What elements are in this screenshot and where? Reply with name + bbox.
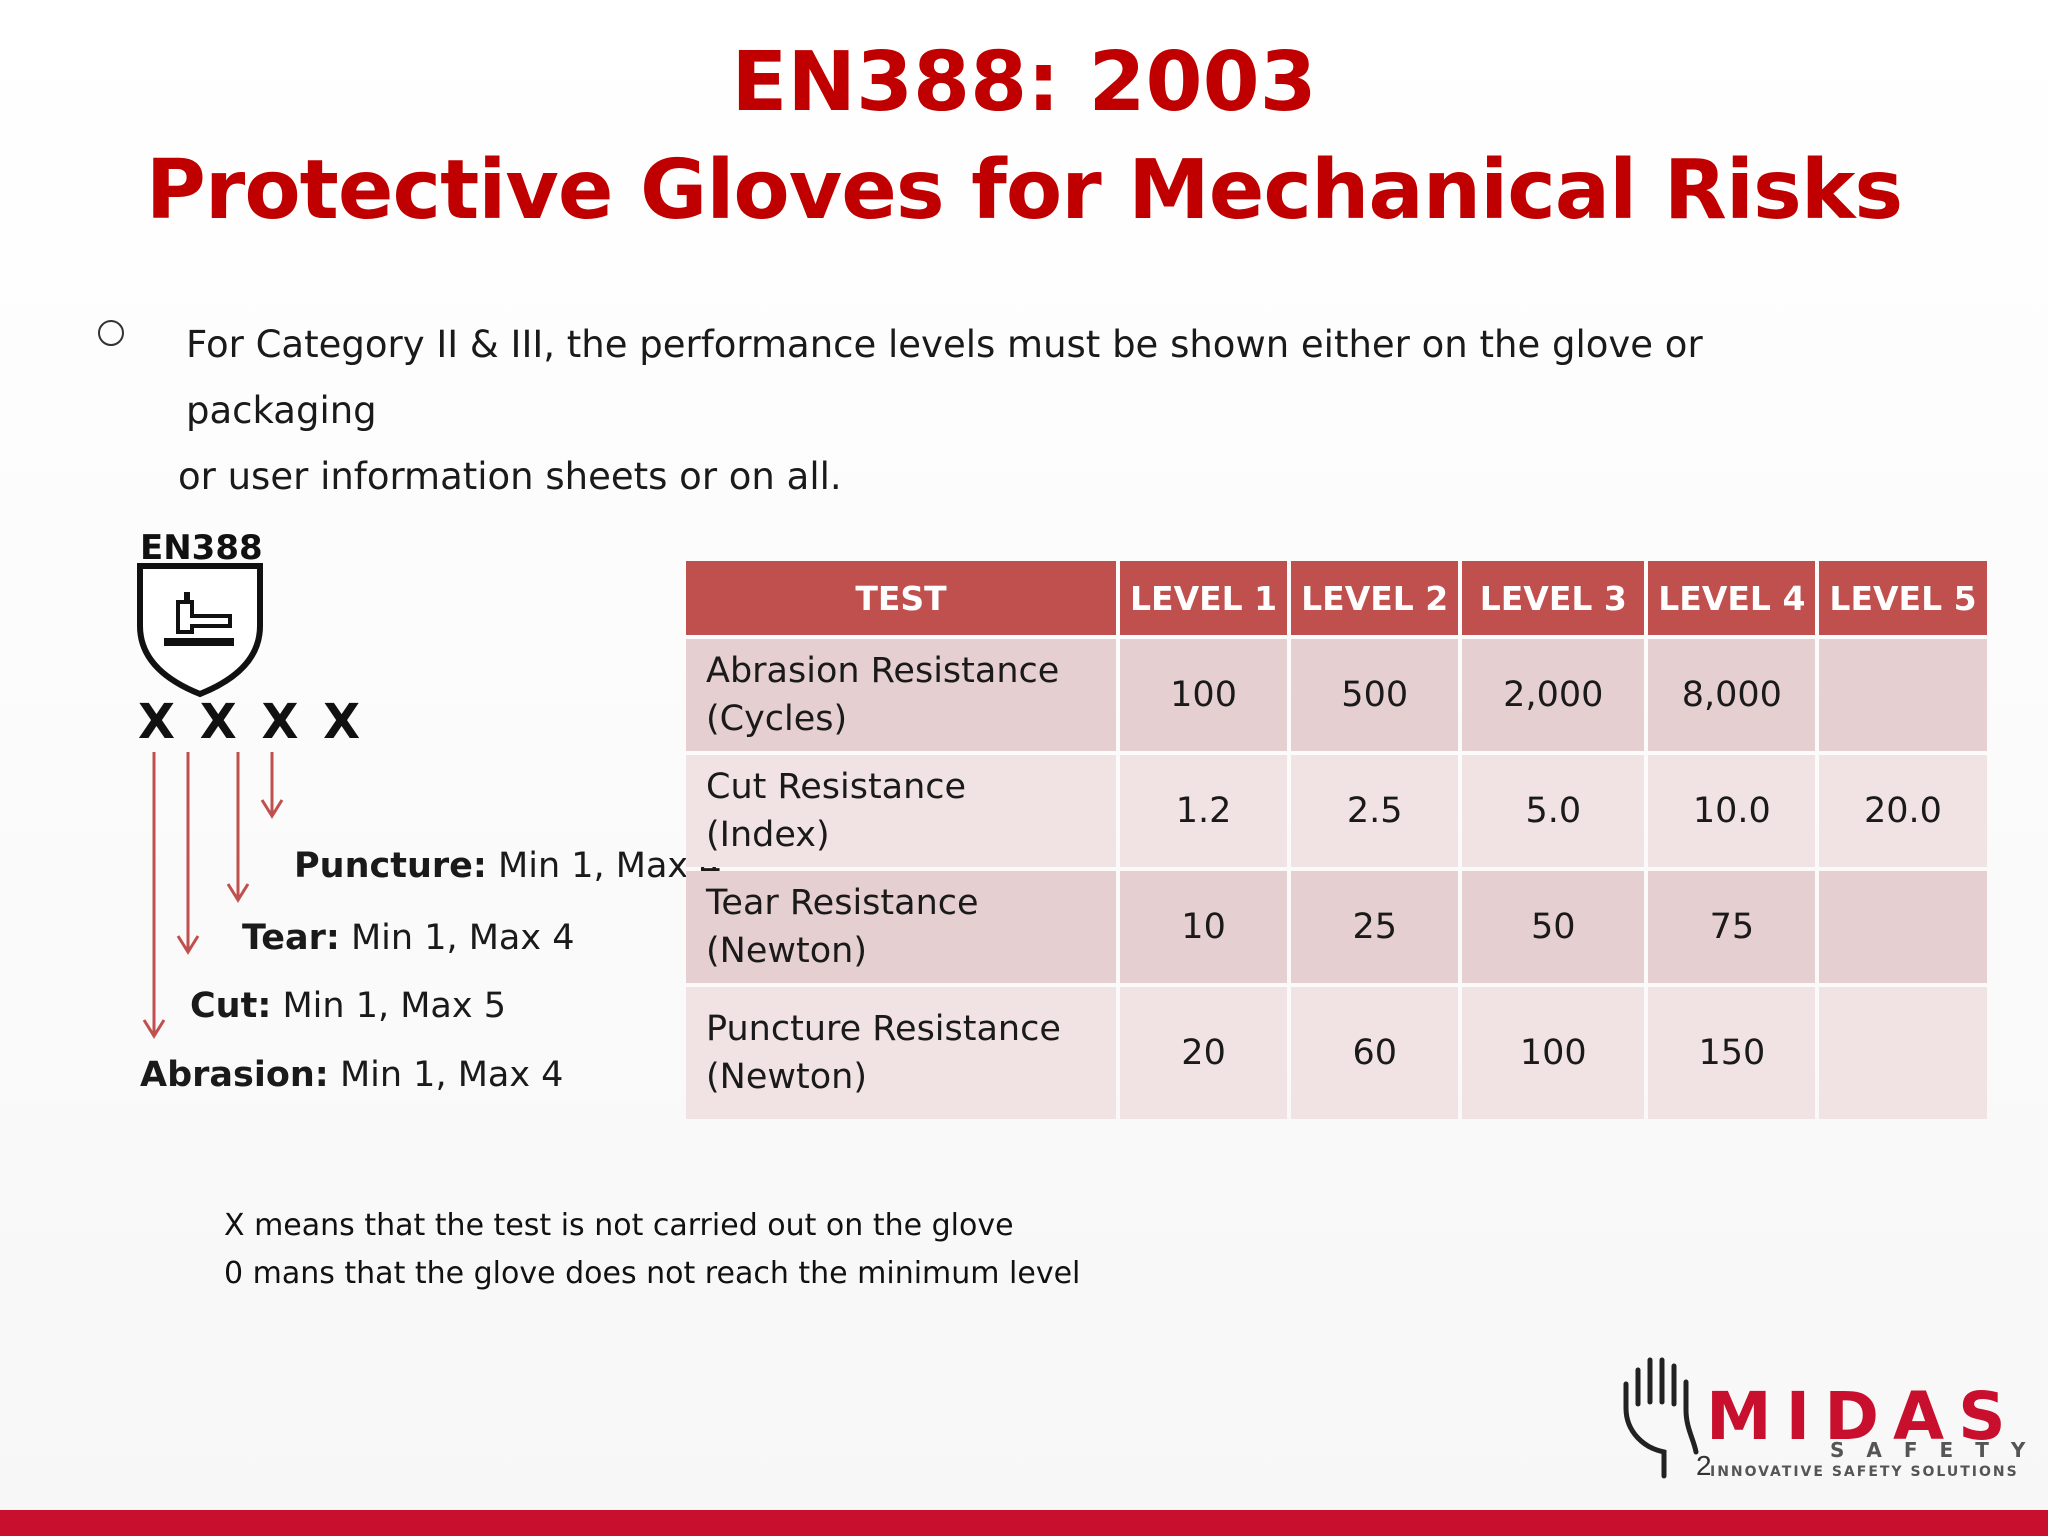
rating-puncture-range: Min 1, Max 4	[498, 846, 722, 886]
level-value: 20.0	[1819, 755, 1987, 867]
logo-tagline: INNOVATIVE SAFETY SOLUTIONS	[1710, 1464, 2019, 1480]
arrowhead-tear	[226, 883, 250, 903]
test-name-line-1: Tear Resistance	[706, 883, 979, 923]
test-name-line-1: Puncture Resistance	[706, 1009, 1061, 1049]
test-name-line-1: Cut Resistance	[706, 767, 967, 807]
level-value: 150	[1648, 987, 1816, 1119]
pictogram-label: EN388	[140, 528, 263, 568]
rating-puncture: Puncture: Min 1, Max 4	[294, 846, 722, 886]
arrowhead-abrasion	[142, 1019, 166, 1039]
level-value	[1819, 639, 1987, 751]
bullet-line-2: or user information sheets or on all.	[178, 455, 842, 498]
test-name: Cut Resistance (Index)	[686, 755, 1116, 867]
level-value	[1819, 871, 1987, 983]
footer-bar	[0, 1510, 2048, 1536]
level-value	[1819, 987, 1987, 1119]
bullet-circle-icon	[98, 320, 124, 346]
header-level-4: LEVEL 4	[1648, 561, 1816, 635]
level-value: 2,000	[1462, 639, 1645, 751]
rating-abrasion-name: Abrasion:	[140, 1055, 329, 1095]
level-value: 10.0	[1648, 755, 1816, 867]
glove-logo-icon	[1623, 1357, 1699, 1479]
level-value: 75	[1648, 871, 1816, 983]
header-level-5: LEVEL 5	[1819, 561, 1987, 635]
table-row: Cut Resistance (Index) 1.2 2.5 5.0 10.0 2…	[686, 755, 1987, 867]
level-value: 1.2	[1120, 755, 1288, 867]
level-value: 500	[1291, 639, 1459, 751]
note-zero-meaning: 0 mans that the glove does not reach the…	[224, 1256, 1081, 1291]
arrowhead-puncture	[260, 799, 284, 819]
bullet-line-1: For Category II & III, the performance l…	[186, 323, 1703, 432]
logo-wordmark: MIDAS	[1706, 1378, 2020, 1455]
rating-abrasion-range: Min 1, Max 4	[339, 1055, 564, 1095]
test-name: Tear Resistance (Newton)	[686, 871, 1116, 983]
test-name-line-1: Abrasion Resistance	[706, 651, 1060, 691]
level-value: 100	[1120, 639, 1288, 751]
slide-subtitle: Protective Gloves for Mechanical Risks	[145, 143, 1903, 238]
rating-puncture-name: Puncture:	[294, 846, 487, 886]
table-header-row: TEST LEVEL 1 LEVEL 2 LEVEL 3 LEVEL 4 LEV…	[686, 561, 1987, 635]
rating-cut: Cut: Min 1, Max 5	[190, 986, 506, 1026]
header-test: TEST	[686, 561, 1116, 635]
test-name: Abrasion Resistance (Cycles)	[686, 639, 1116, 751]
header-level-2: LEVEL 2	[1291, 561, 1459, 635]
rating-cut-range: Min 1, Max 5	[282, 986, 506, 1026]
level-value: 100	[1462, 987, 1645, 1119]
header-level-1: LEVEL 1	[1120, 561, 1288, 635]
performance-levels-table: TEST LEVEL 1 LEVEL 2 LEVEL 3 LEVEL 4 LEV…	[682, 557, 1991, 1123]
test-name-line-2: (Newton)	[706, 1057, 867, 1097]
test-name-line-2: (Cycles)	[706, 699, 848, 739]
hammer-shield-icon	[137, 563, 263, 698]
rating-tear-range: Min 1, Max 4	[350, 918, 575, 958]
table-row: Abrasion Resistance (Cycles) 100 500 2,00…	[686, 639, 1987, 751]
table-row: Puncture Resistance (Newton) 20 60 100 15…	[686, 987, 1987, 1119]
test-name-line-2: (Newton)	[706, 931, 867, 971]
arrowhead-cut	[176, 935, 200, 955]
level-value: 20	[1120, 987, 1288, 1119]
page-number: 2	[1696, 1450, 1712, 1481]
rating-cut-name: Cut:	[190, 986, 272, 1026]
level-value: 25	[1291, 871, 1459, 983]
note-x-meaning: X means that the test is not carried out…	[224, 1208, 1014, 1243]
rating-tear: Tear: Min 1, Max 4	[242, 918, 575, 958]
rating-abrasion: Abrasion: Min 1, Max 4	[140, 1055, 563, 1095]
rating-arrows	[142, 752, 284, 1039]
level-value: 8,000	[1648, 639, 1816, 751]
logo-subword: SAFETY	[1830, 1438, 2048, 1462]
test-name-line-2: (Index)	[706, 815, 830, 855]
level-value: 60	[1291, 987, 1459, 1119]
pictogram-code: X X X X	[138, 694, 365, 750]
rating-tear-name: Tear:	[242, 918, 340, 958]
level-value: 5.0	[1462, 755, 1645, 867]
table-row: Tear Resistance (Newton) 10 25 50 75	[686, 871, 1987, 983]
bullet-paragraph: For Category II & III, the performance l…	[178, 312, 1818, 510]
level-value: 10	[1120, 871, 1288, 983]
slide-title: EN388: 2003	[731, 35, 1317, 130]
level-value: 50	[1462, 871, 1645, 983]
header-level-3: LEVEL 3	[1462, 561, 1645, 635]
level-value: 2.5	[1291, 755, 1459, 867]
test-name: Puncture Resistance (Newton)	[686, 987, 1116, 1119]
